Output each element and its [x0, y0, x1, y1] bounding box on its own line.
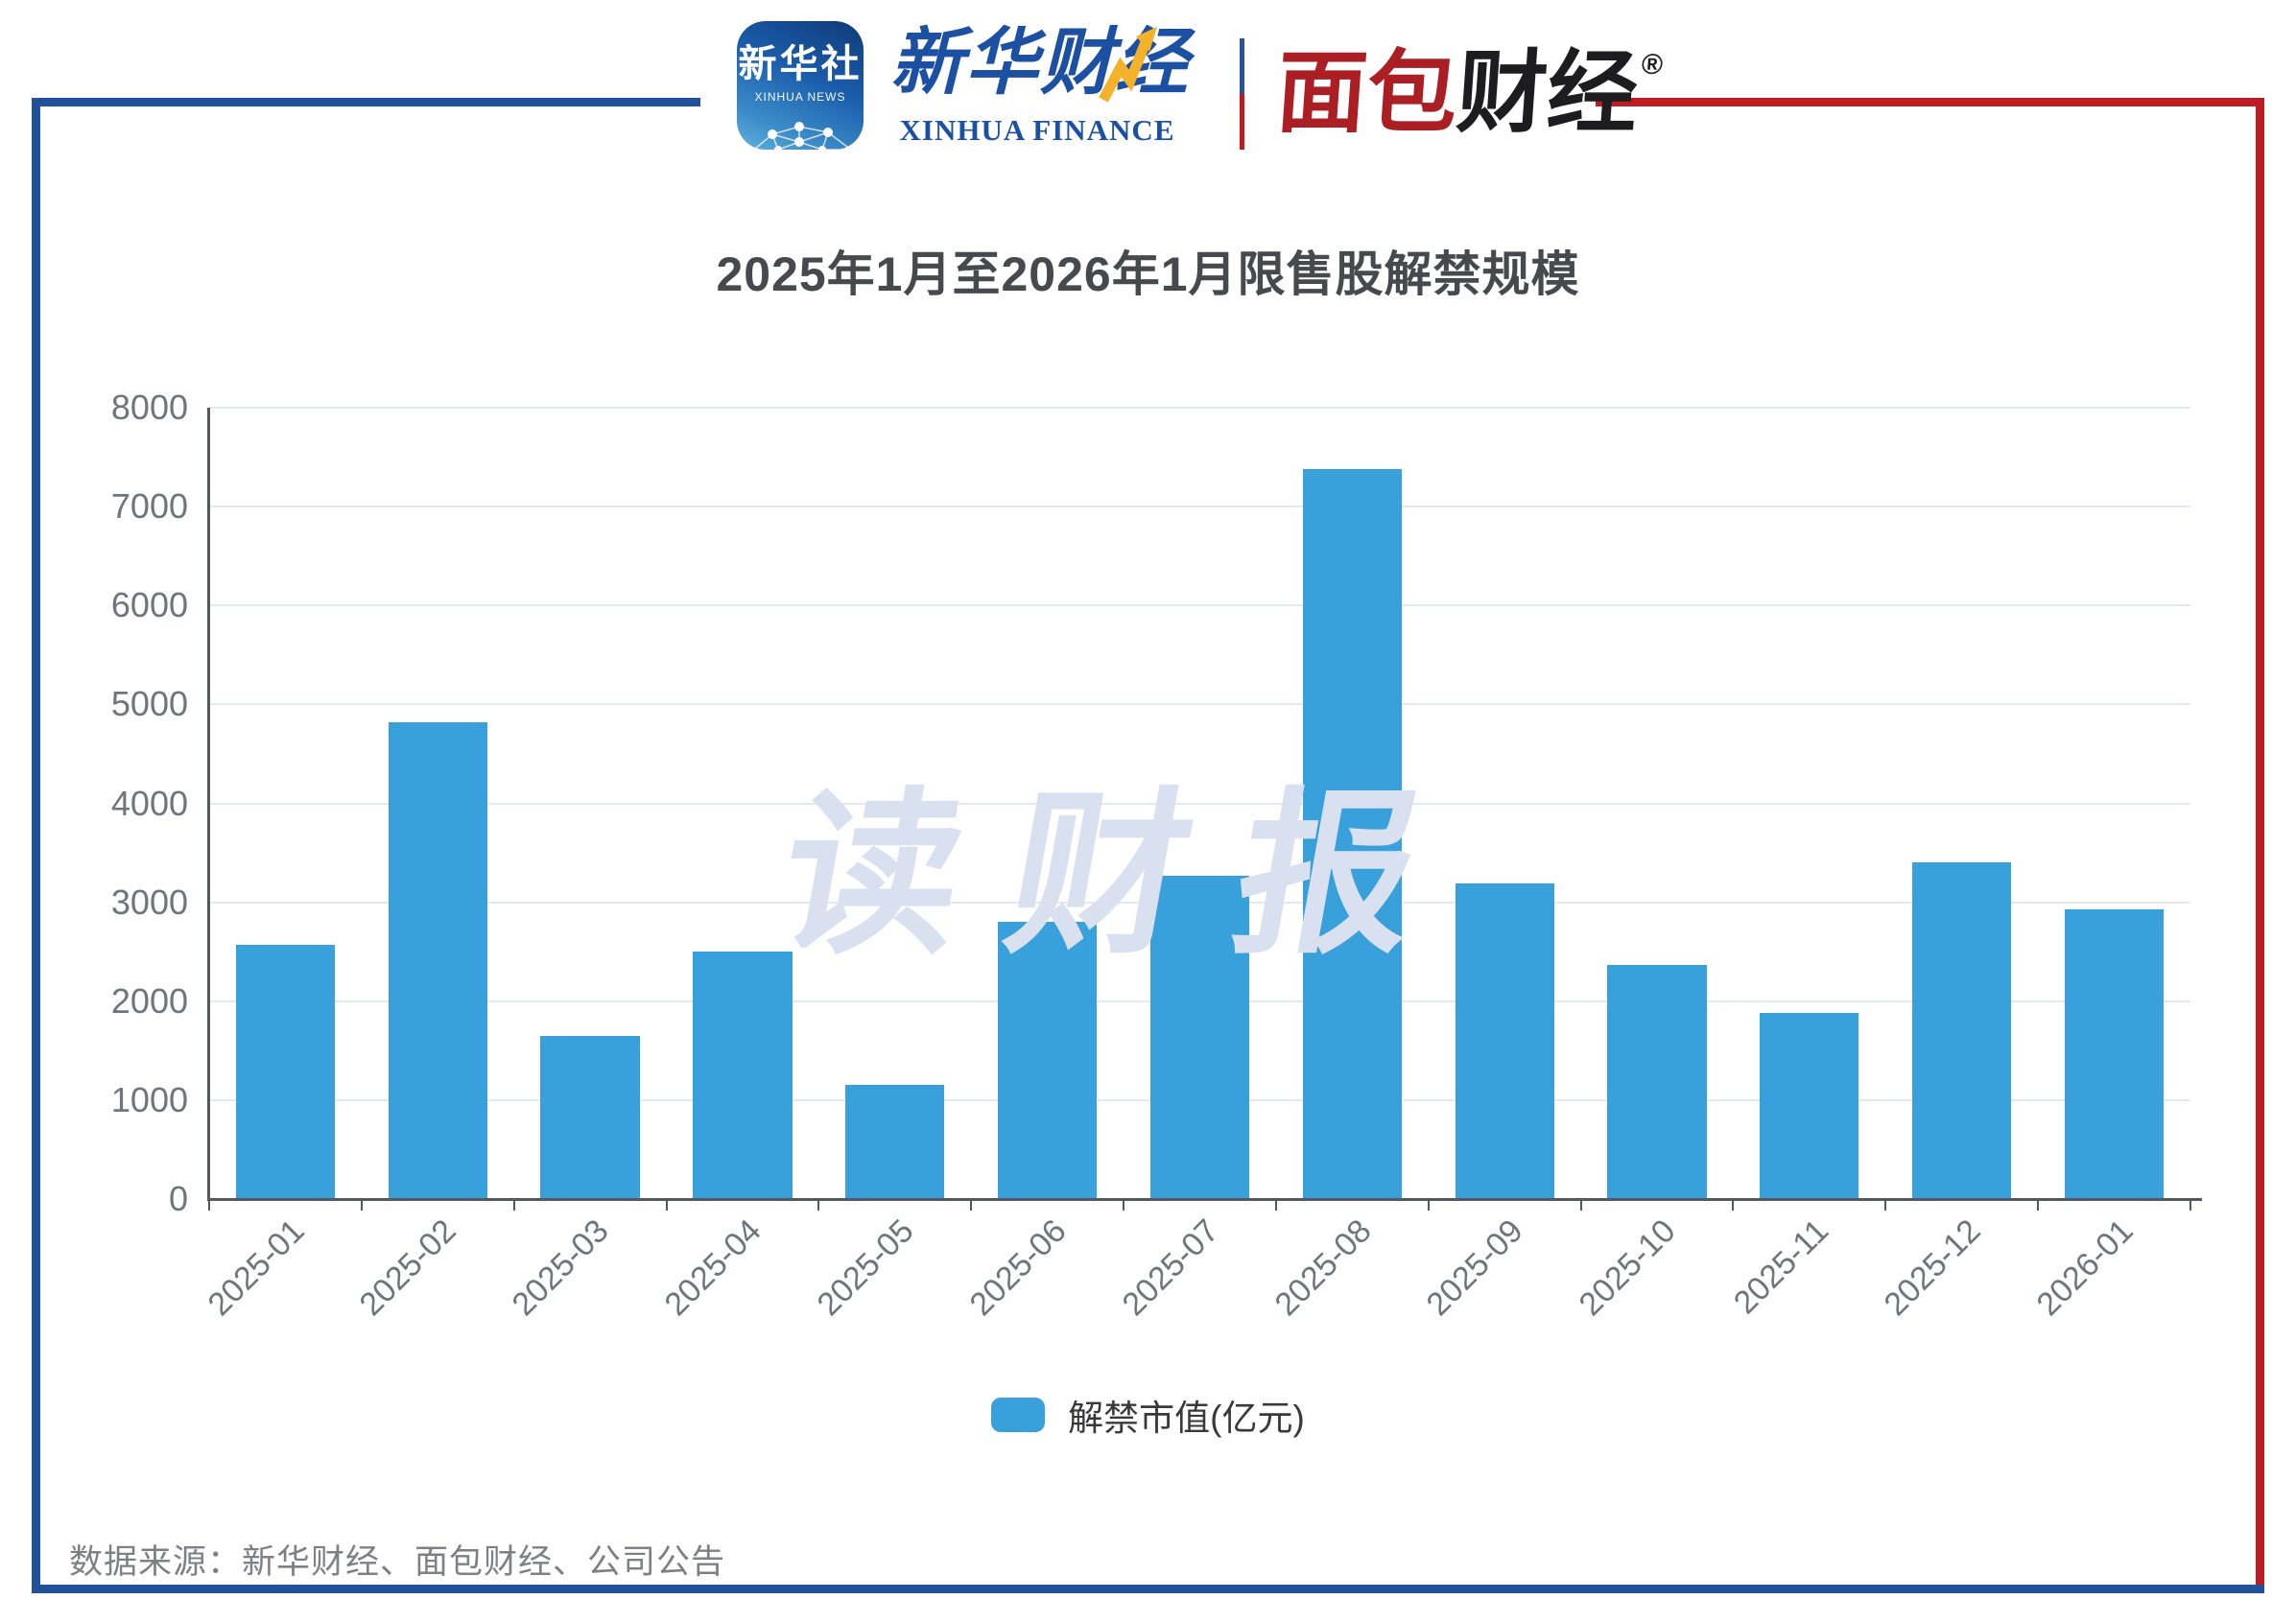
- x-axis-tick: [1884, 1199, 1887, 1211]
- frame-border-right-red: [2256, 98, 2264, 1593]
- rising-trend-arrow-icon: [1099, 27, 1157, 103]
- chart-title: 2025年1月至2026年1月限售股解禁规模: [716, 247, 1580, 301]
- registered-trademark-icon: ®: [1640, 49, 1665, 81]
- xinhua-news-app-logo: 新华社 XINHUA NEWS: [737, 21, 864, 150]
- bar-slot: [1429, 408, 1581, 1199]
- x-axis-line: [207, 1198, 2202, 1201]
- bar-slot: [1276, 408, 1429, 1199]
- y-axis-tick-label: 5000: [110, 684, 188, 724]
- y-axis-tick-label: 0: [168, 1179, 188, 1218]
- legend-swatch[interactable]: [991, 1398, 1046, 1432]
- bar-slot: [1733, 408, 1885, 1199]
- bar-slot: [971, 408, 1124, 1199]
- x-axis-tick: [1732, 1199, 1735, 1211]
- bar-2025-12[interactable]: [1912, 862, 2012, 1199]
- bar-2025-07[interactable]: [1149, 875, 1250, 1199]
- bar-slot: [209, 408, 362, 1199]
- bar-slot: [818, 408, 971, 1199]
- x-axis-tick: [1274, 1199, 1277, 1211]
- legend[interactable]: 解禁市值(亿元): [32, 1396, 2264, 1438]
- bar-2025-05[interactable]: [845, 1085, 945, 1199]
- bar-2025-09[interactable]: [1455, 883, 1554, 1199]
- bar-2025-01[interactable]: [235, 944, 336, 1199]
- y-axis-tick-label: 6000: [110, 585, 188, 625]
- bar-slot: [514, 408, 667, 1199]
- x-axis-tick: [208, 1199, 210, 1211]
- xinhua-finance-en-label: XINHUA FINANCE: [899, 113, 1175, 147]
- x-axis-tick: [2189, 1199, 2191, 1211]
- bar-2025-04[interactable]: [693, 952, 793, 1199]
- bar-slot: [2038, 408, 2190, 1199]
- y-axis-tick-label: 3000: [110, 882, 188, 922]
- y-axis-tick-label: 7000: [110, 486, 188, 527]
- xinhua-news-cn-label: 新华社: [738, 43, 863, 85]
- y-axis-tick-label: 4000: [110, 783, 188, 823]
- x-axis-tick: [665, 1199, 668, 1211]
- x-axis-tick: [512, 1199, 515, 1211]
- x-axis-tick: [970, 1199, 973, 1211]
- bars: [209, 408, 2190, 1199]
- y-axis-tick-label: 8000: [110, 388, 188, 427]
- x-axis-tick: [1427, 1199, 1430, 1211]
- gridline-4000: [209, 802, 2190, 805]
- y-axis-tick-label: 1000: [110, 1079, 188, 1119]
- bar-slot: [1885, 408, 2038, 1199]
- bar-slot: [1581, 408, 1734, 1199]
- frame-border-top-blue: [32, 98, 700, 106]
- network-constellation-icon: [752, 122, 855, 150]
- bar-2025-08[interactable]: [1302, 468, 1402, 1199]
- mianbao-finance-logo: 面包财经®: [1271, 40, 1665, 168]
- mianbao-red-label: 面包: [1273, 42, 1461, 143]
- logo-divider: [1240, 38, 1244, 150]
- frame-border-top-red: [1596, 98, 2264, 106]
- gridline-7000: [209, 506, 2190, 508]
- x-axis-tick: [2037, 1199, 2040, 1211]
- gridline-6000: [209, 604, 2190, 607]
- bar-2025-10[interactable]: [1607, 964, 1707, 1199]
- y-axis-line: [207, 408, 210, 1200]
- mianbao-black-label: 财经: [1454, 42, 1642, 143]
- gridline-8000: [209, 407, 2190, 409]
- gridline-5000: [209, 703, 2190, 706]
- xinhua-finance-logo: 新华财经 XINHUA FINANCE: [890, 15, 1188, 148]
- x-axis-tick: [1123, 1199, 1125, 1211]
- bar-slot: [362, 408, 514, 1199]
- bar-slot: [1124, 408, 1276, 1199]
- y-axis-tick-label: 2000: [110, 980, 188, 1021]
- frame-border-left-blue: [32, 98, 40, 1593]
- x-axis-tick: [1579, 1199, 1582, 1211]
- data-source-note: 数据来源：新华财经、面包财经、公司公告: [69, 1543, 726, 1581]
- legend-label: 解禁市值(亿元): [1068, 1399, 1305, 1438]
- plot-area: 读财报 2025-01 2025-02 2025-03 2025-04 2025-05 2…: [201, 407, 2202, 1323]
- watermark: 读财报: [766, 777, 1484, 975]
- x-axis-tick: [360, 1199, 363, 1211]
- bar-slot: [667, 408, 819, 1199]
- y-axis-labels: 0 1000 2000 3000 4000 5000 6000 7000 8000: [0, 390, 188, 1216]
- bar-2025-06[interactable]: [998, 922, 1098, 1199]
- xinhua-news-en-label: XINHUA NEWS: [754, 90, 846, 104]
- bar-2025-02[interactable]: [388, 721, 487, 1199]
- x-axis-tick: [817, 1199, 820, 1211]
- bar-2025-11[interactable]: [1760, 1013, 1859, 1199]
- bar-2026-01[interactable]: [2064, 908, 2165, 1199]
- frame-border-bottom-blue: [32, 1585, 2264, 1593]
- bar-2025-03[interactable]: [540, 1035, 640, 1199]
